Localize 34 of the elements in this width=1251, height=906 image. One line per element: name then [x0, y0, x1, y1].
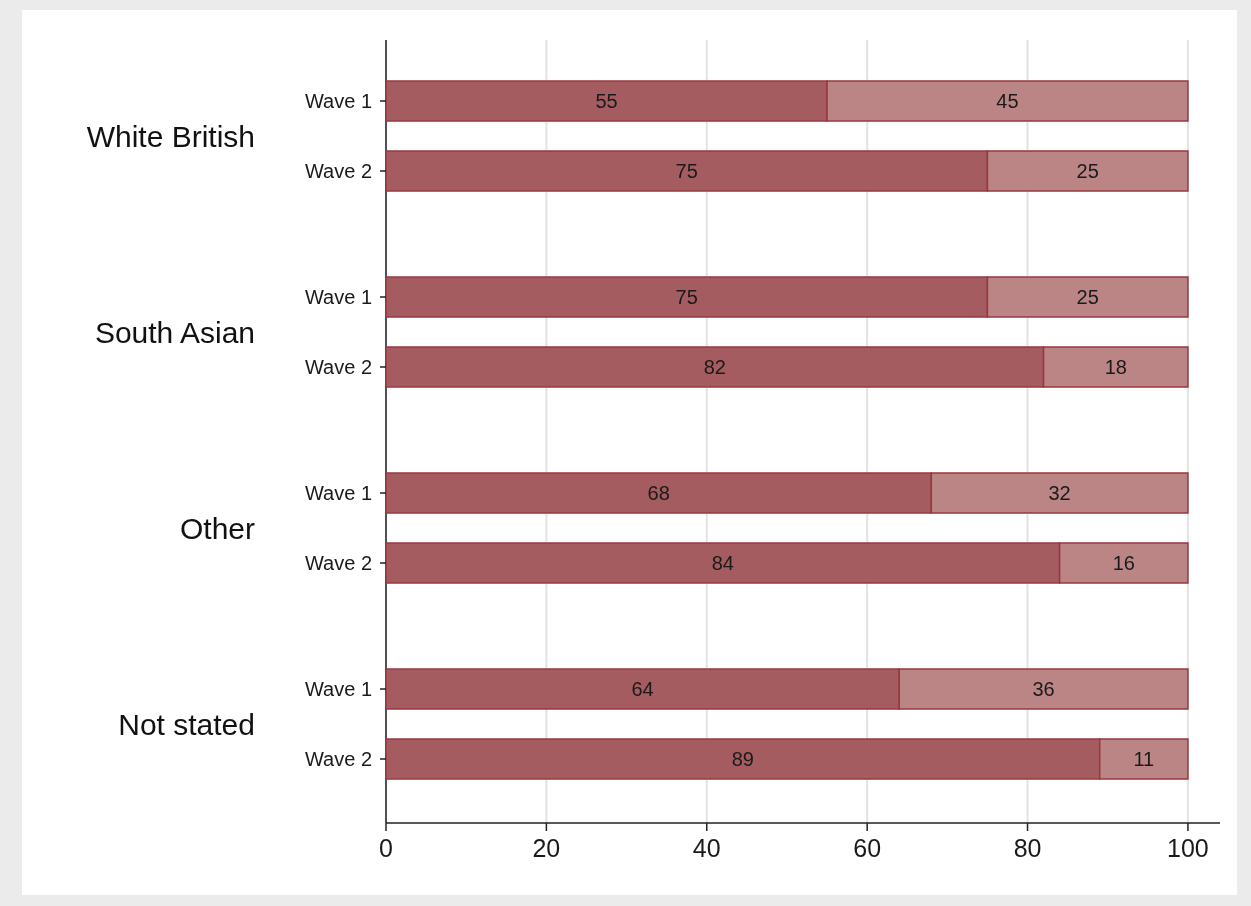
data-label: 89 [731, 748, 754, 770]
x-tick-label: 0 [379, 834, 393, 862]
data-label: 68 [647, 482, 670, 504]
y-tick-label: Wave 2 [304, 160, 372, 182]
x-tick-label: 20 [532, 834, 561, 862]
text: Other [179, 511, 256, 545]
y-tick-label: Wave 1 [304, 90, 372, 112]
x-tick-label: 100 [1167, 834, 1209, 862]
data-label: 55 [595, 90, 618, 112]
y-tick-label: Wave 1 [304, 286, 372, 308]
y-tick-label: Wave 2 [304, 552, 372, 574]
data-label: 75 [675, 286, 698, 308]
y-tick-label: Wave 1 [304, 482, 372, 504]
text: White British [86, 119, 255, 153]
x-tick-label: 80 [1013, 834, 1042, 862]
data-label: 16 [1112, 552, 1135, 574]
text: Not stated [118, 707, 255, 741]
x-tick-label: 60 [853, 834, 882, 862]
data-label: 64 [631, 678, 654, 700]
y-tick-label: Wave 2 [304, 356, 372, 378]
x-tick-label: 40 [692, 834, 721, 862]
y-tick-label: Wave 2 [304, 748, 372, 770]
data-label: 32 [1048, 482, 1071, 504]
text: South Asian [94, 315, 255, 349]
data-label: 11 [1133, 748, 1155, 770]
data-label: 45 [996, 90, 1019, 112]
data-label: 25 [1076, 286, 1099, 308]
data-label: 25 [1076, 160, 1099, 182]
data-label: 18 [1104, 356, 1127, 378]
data-label: 75 [675, 160, 698, 182]
data-label: 36 [1032, 678, 1055, 700]
data-label: 82 [703, 356, 726, 378]
data-label: 84 [711, 552, 734, 574]
y-tick-label: Wave 1 [304, 678, 372, 700]
